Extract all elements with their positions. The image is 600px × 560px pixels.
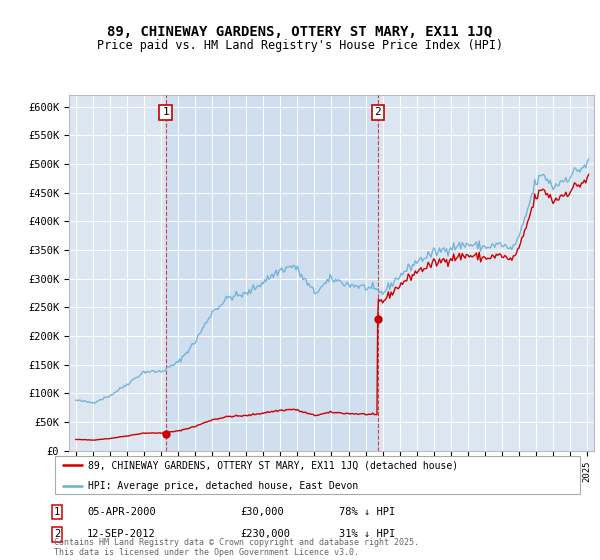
Text: 89, CHINEWAY GARDENS, OTTERY ST MARY, EX11 1JQ (detached house): 89, CHINEWAY GARDENS, OTTERY ST MARY, EX… xyxy=(88,460,458,470)
Text: £230,000: £230,000 xyxy=(240,529,290,539)
Text: 78% ↓ HPI: 78% ↓ HPI xyxy=(339,507,395,517)
Text: 05-APR-2000: 05-APR-2000 xyxy=(87,507,156,517)
Text: 2: 2 xyxy=(374,108,381,118)
Text: 1: 1 xyxy=(162,108,169,118)
Text: Contains HM Land Registry data © Crown copyright and database right 2025.
This d: Contains HM Land Registry data © Crown c… xyxy=(54,538,419,557)
Text: 2: 2 xyxy=(54,529,60,539)
Text: 31% ↓ HPI: 31% ↓ HPI xyxy=(339,529,395,539)
Text: £30,000: £30,000 xyxy=(240,507,284,517)
Bar xyxy=(166,95,377,451)
Text: HPI: Average price, detached house, East Devon: HPI: Average price, detached house, East… xyxy=(88,480,359,491)
Text: Price paid vs. HM Land Registry's House Price Index (HPI): Price paid vs. HM Land Registry's House … xyxy=(97,39,503,52)
Text: 12-SEP-2012: 12-SEP-2012 xyxy=(87,529,156,539)
FancyBboxPatch shape xyxy=(55,456,580,494)
Text: 1: 1 xyxy=(54,507,60,517)
Text: 89, CHINEWAY GARDENS, OTTERY ST MARY, EX11 1JQ: 89, CHINEWAY GARDENS, OTTERY ST MARY, EX… xyxy=(107,25,493,39)
